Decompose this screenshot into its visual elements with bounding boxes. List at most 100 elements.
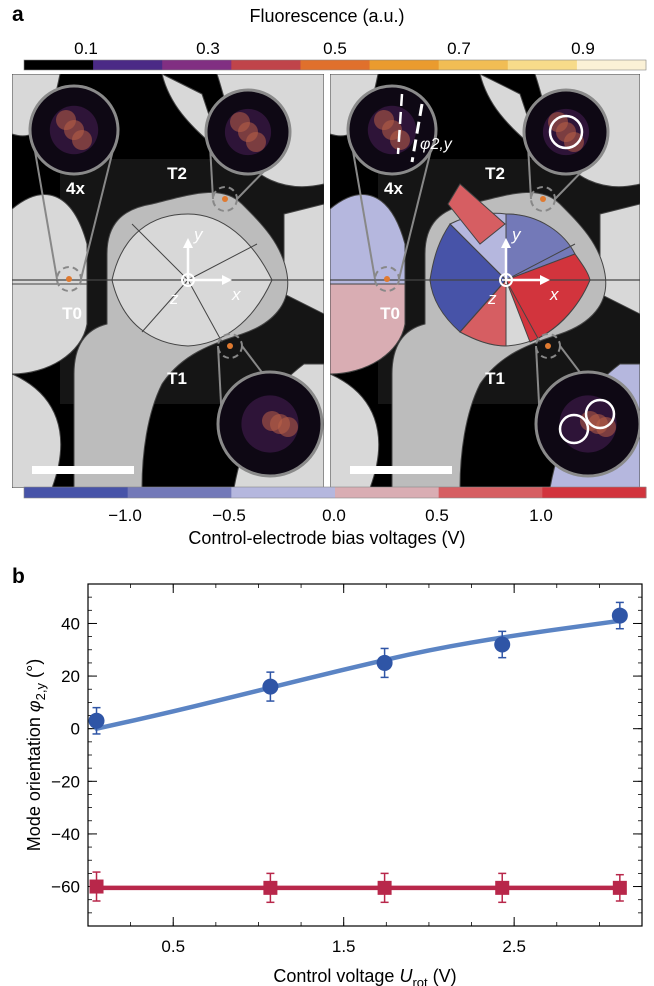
data-point-circle (88, 712, 105, 729)
data-point-square (495, 880, 510, 895)
divider (505, 279, 541, 343)
magnification-label: 4x (384, 179, 403, 198)
ion-t1 (545, 343, 551, 349)
colorbar-swatch (576, 60, 647, 70)
site-label-t1: T1 (167, 369, 187, 388)
segment-top (505, 213, 576, 281)
site-label-t2: T2 (485, 164, 505, 183)
plot-frame (87, 583, 643, 927)
divider (187, 243, 258, 281)
voltage-swatch (542, 487, 647, 498)
x-arrowhead (222, 275, 232, 285)
magnifier-line (80, 147, 115, 280)
magnifier-line (527, 148, 532, 200)
y-tick-label: −60 (51, 878, 80, 897)
fluorescence-halo (367, 105, 417, 155)
fluorescence-tick-label: 0.7 (447, 39, 471, 58)
electrode-right (599, 203, 640, 315)
scale-bar (350, 466, 452, 474)
data-point-circle (611, 607, 628, 624)
divider (141, 279, 189, 333)
divider (459, 279, 507, 333)
data-point-square (612, 880, 627, 895)
phi-label: φ2,y (420, 136, 453, 153)
y-tick-label: −20 (51, 772, 80, 791)
fluorescence-halo (224, 108, 272, 156)
divider (449, 223, 507, 281)
voltage-swatch (438, 487, 543, 498)
fluorescence-tick-label: 0.9 (571, 39, 595, 58)
colorbar-swatch (24, 60, 94, 70)
fluorescence-halo (49, 105, 99, 155)
voltage-tick-label: 0.0 (322, 506, 346, 525)
x-arrowhead (540, 275, 550, 285)
data-point-square (263, 880, 278, 895)
voltage-tick-label: 0.5 (425, 506, 449, 525)
y-tick-label: 40 (61, 614, 80, 633)
ion-t0 (384, 276, 390, 282)
mode-axis-dashed (410, 103, 424, 163)
colorbar-swatch (231, 60, 301, 70)
fluorescence-colorbar-title: Fluorescence (a.u.) (249, 6, 405, 26)
y-tick-label: 20 (61, 667, 80, 686)
site-label-t0: T0 (380, 304, 400, 323)
data-point-square (89, 879, 104, 894)
colorbar-frame (23, 59, 647, 71)
ion-t2 (540, 196, 546, 202)
magnifier-line (209, 148, 214, 200)
y-axis-title: Mode orientation φ2,y (°) (24, 659, 48, 851)
y-axis-label: y (193, 225, 204, 244)
z-axis-symbol (181, 273, 195, 287)
data-point-circle (262, 678, 279, 695)
fluorescence-colorbar: 0.1 0.3 0.5 0.7 0.9 (23, 39, 647, 71)
divider (131, 223, 189, 281)
y-axis-label: y (511, 225, 522, 244)
site-label-t0: T0 (62, 304, 82, 323)
x-tick-label: 0.5 (161, 937, 185, 956)
colorbar-swatch (93, 60, 163, 70)
highlight-circle-t2 (548, 114, 584, 150)
x-tick-label: 2.5 (502, 937, 526, 956)
fluorescence-tick-label: 0.3 (196, 39, 220, 58)
fluorescence-tick-label: 0.5 (323, 39, 347, 58)
x-axis-title: Control voltage Urot (V) (273, 966, 456, 986)
electrode-left-lower (12, 283, 88, 375)
trap-image-left: x y z T0 T1 T2 4x (12, 74, 324, 488)
segment-bottom-right (505, 279, 591, 343)
scale-bar (32, 466, 134, 474)
electrode-right (283, 203, 324, 315)
x-axis-label: x (231, 285, 241, 304)
divider (187, 279, 223, 343)
voltage-tick-label: 1.0 (529, 506, 553, 525)
panel-b-letter: b (12, 565, 25, 588)
magnification-label: 4x (66, 179, 85, 198)
magnifier-line (398, 147, 433, 280)
x-tick-label: 1.5 (332, 937, 356, 956)
fit-line-series-0 (94, 618, 623, 731)
trap-image-right: x y z T0 T1 T2 4x φ2,y (330, 74, 640, 488)
voltage-colorbar: −1.0 −0.5 0.0 0.5 1.0 (23, 486, 647, 525)
voltage-colorbar-frame (23, 486, 647, 499)
voltage-tick-label: −1.0 (108, 506, 142, 525)
highlight-circle-t1 (558, 413, 590, 445)
voltage-swatch (335, 487, 440, 498)
vertical-dashed (396, 93, 404, 155)
data-point-circle (494, 636, 511, 653)
x-axis-label: x (549, 285, 559, 304)
colorbar-swatch (438, 60, 509, 70)
colorbar-swatch (369, 60, 440, 70)
highlight-circle-t1 (584, 398, 616, 430)
colorbar-swatch (162, 60, 232, 70)
ion-t1 (227, 343, 233, 349)
voltage-swatch (231, 487, 336, 498)
voltage-tick-label: −0.5 (212, 506, 246, 525)
y-tick-label: 0 (71, 720, 80, 739)
y-tick-label: −40 (51, 825, 80, 844)
fluorescence-halo (241, 395, 299, 453)
z-axis-label: z (487, 289, 497, 308)
segment-upper-red (447, 183, 506, 245)
z-axis-label: z (169, 289, 179, 308)
site-label-t2: T2 (167, 164, 187, 183)
site-label-t1: T1 (485, 369, 505, 388)
colorbar-swatch (507, 60, 578, 70)
